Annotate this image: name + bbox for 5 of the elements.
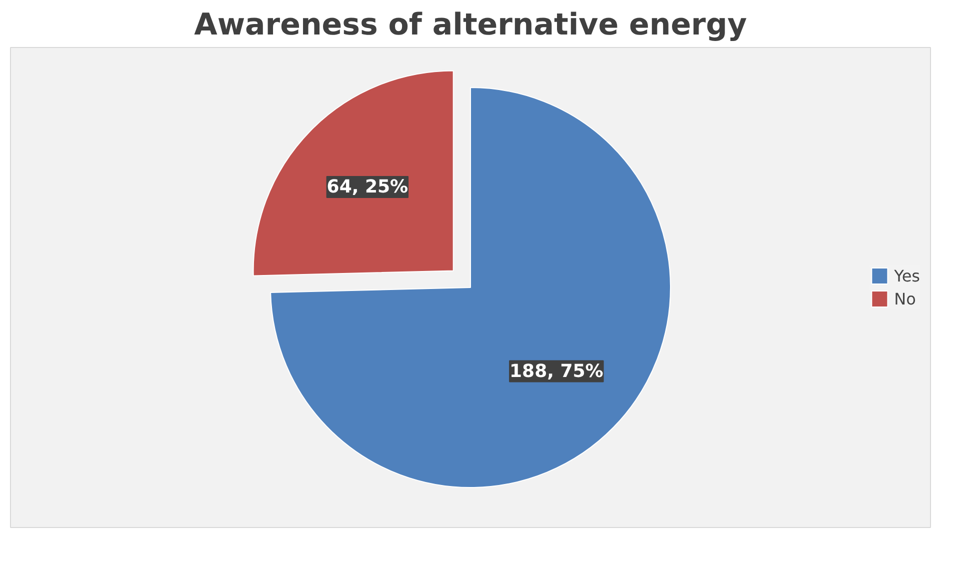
chart-title: Awareness of alternative energy (194, 8, 748, 42)
legend-label: Yes (894, 266, 920, 285)
legend-label: No (894, 289, 916, 308)
data-label: 64, 25% (326, 176, 408, 198)
data-label: 188, 75% (510, 360, 604, 382)
